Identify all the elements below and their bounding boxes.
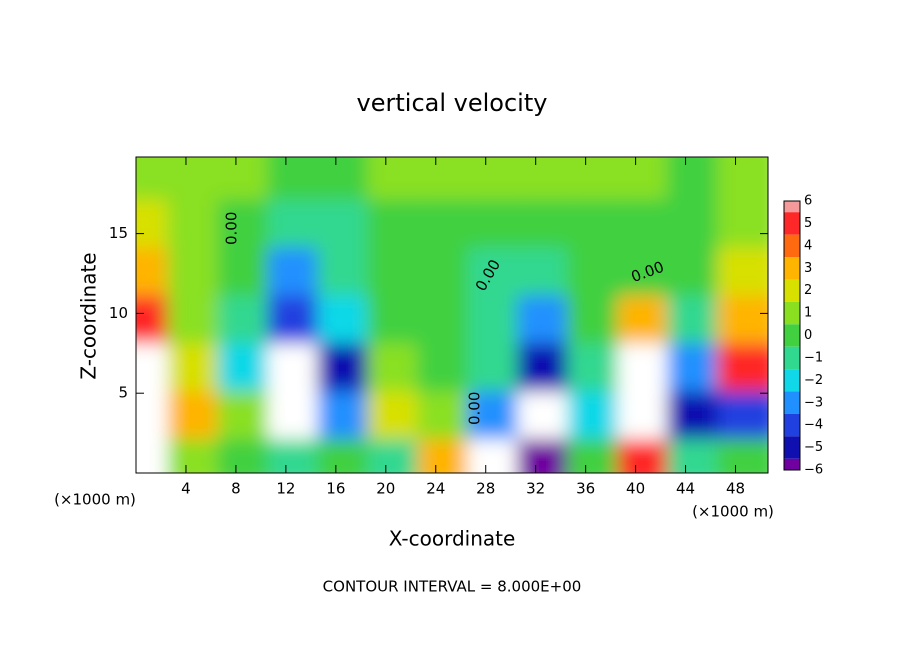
- x-unit-label: (×1000 m): [692, 503, 774, 521]
- colorbar-label: 3: [804, 261, 812, 276]
- chart-title: vertical velocity: [357, 89, 548, 117]
- colorbar-label: 1: [804, 306, 812, 321]
- annotation: CONTOUR INTERVAL = 8.000E+00: [323, 578, 582, 596]
- contour-label: 0.00: [466, 392, 484, 425]
- x-tick-label: 36: [576, 480, 595, 498]
- colorbar-swatch: [784, 324, 800, 347]
- x-tick-label: 4: [181, 480, 191, 498]
- colorbar-swatch: [784, 212, 800, 235]
- colorbar-swatch: [784, 257, 800, 280]
- x-tick-label: 16: [326, 480, 345, 498]
- colorbar-swatch: [784, 346, 800, 370]
- x-tick-label: 32: [526, 480, 545, 498]
- y-tick-label: 15: [109, 224, 128, 242]
- colorbar-swatch: [784, 234, 800, 258]
- colorbar-label: 6: [804, 194, 812, 209]
- y-axis-label: Z-coordinate: [77, 252, 101, 379]
- plot-frame: [135, 156, 769, 474]
- x-tick-label: 20: [376, 480, 395, 498]
- colorbar-label: 5: [804, 216, 812, 231]
- colorbar-swatch: [784, 436, 800, 459]
- contour-label: 0.00: [223, 212, 241, 245]
- colorbar-label: 2: [804, 283, 812, 298]
- colorbar-swatch: [784, 391, 800, 414]
- x-axis-label: X-coordinate: [389, 527, 516, 551]
- x-tick-label: 28: [476, 480, 495, 498]
- colorbar-swatch: [784, 458, 800, 470]
- colorbar-swatch: [784, 201, 800, 213]
- colorbar-frame: [783, 200, 801, 471]
- colorbar-label: −4: [804, 418, 823, 433]
- colorbar-label: −2: [804, 373, 823, 388]
- colorbar-swatch: [784, 369, 800, 392]
- x-tick-label: 24: [426, 480, 445, 498]
- x-tick-label: 40: [626, 480, 645, 498]
- colorbar-label: 0: [804, 328, 812, 343]
- x-unit-label: (×1000 m): [54, 491, 136, 509]
- colorbar-swatch: [784, 301, 800, 325]
- colorbar-label: −6: [804, 463, 823, 478]
- x-tick-label: 8: [231, 480, 241, 498]
- x-tick-label: 12: [276, 480, 295, 498]
- field: [136, 157, 768, 473]
- x-tick-label: 44: [676, 480, 695, 498]
- y-tick-label: 5: [118, 384, 128, 402]
- colorbar-label: 4: [804, 238, 812, 253]
- y-tick-label: 10: [109, 304, 128, 322]
- colorbar-swatch: [784, 279, 800, 302]
- x-tick-label: 48: [726, 480, 745, 498]
- field-cell: [717, 157, 768, 200]
- colorbar-label: −5: [804, 440, 823, 455]
- colorbar-label: −1: [804, 350, 823, 365]
- plot-area: [136, 157, 768, 473]
- colorbar-label: −3: [804, 395, 823, 410]
- colorbar-swatch: [784, 413, 800, 437]
